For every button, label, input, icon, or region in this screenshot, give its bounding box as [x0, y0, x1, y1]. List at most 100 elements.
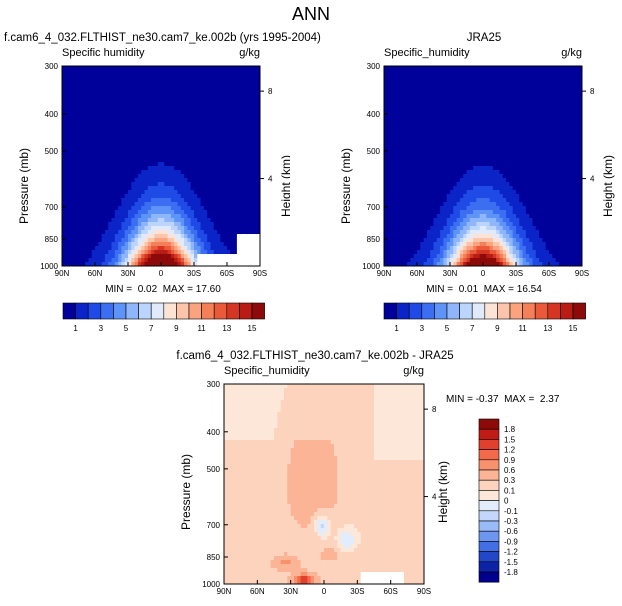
x-tick-label: 30N	[443, 269, 458, 278]
colorbar-swatch	[478, 428, 500, 440]
x-tick-label: 30N	[283, 587, 298, 596]
colorbar-label: 15	[569, 324, 578, 333]
colorbar-swatch	[560, 302, 574, 320]
colorbar-label: 13	[543, 324, 552, 333]
colorbar-label: 15	[248, 324, 257, 333]
y-tick-label: 700	[45, 203, 59, 212]
colorbar-label: 0	[504, 497, 509, 506]
colorbar-swatch	[478, 449, 500, 461]
colorbar-swatch	[421, 302, 435, 320]
colorbar-swatch	[113, 302, 127, 320]
x-tick-label: 90N	[217, 587, 232, 596]
colorbar-label: 5	[124, 324, 129, 333]
colorbar-swatch	[509, 302, 523, 320]
colorbar-label: -0.1	[504, 507, 518, 516]
colorbar-label: 9	[174, 324, 179, 333]
y2-tick-label: 4	[268, 175, 273, 184]
panel2-stats: MIN = 0.01 MAX = 16.54	[426, 284, 542, 295]
colorbar-swatch	[478, 571, 500, 583]
colorbar-label: -1.2	[504, 548, 518, 557]
y-tick-label: 400	[367, 110, 381, 119]
panel2-ylabel: Pressure (mb)	[339, 148, 353, 224]
panel1-y2label: Height (km)	[279, 155, 290, 217]
panel1-ylabel: Pressure (mb)	[17, 148, 31, 224]
colorbar-swatch	[188, 302, 202, 320]
page-title: ANN	[291, 4, 330, 24]
colorbar-swatch	[522, 302, 536, 320]
y-tick-label: 300	[367, 62, 381, 71]
colorbar-label: 0.1	[504, 486, 516, 495]
colorbar-label: 7	[470, 324, 475, 333]
colorbar-label: 1	[73, 324, 78, 333]
colorbar-label: -0.9	[504, 537, 518, 546]
colorbar-swatch	[446, 302, 460, 320]
x-tick-label: 0	[159, 269, 164, 278]
colorbar-label: 11	[197, 324, 206, 333]
y2-tick-label: 8	[268, 87, 273, 96]
y2-tick-label: 4	[432, 493, 437, 502]
colorbar-label: -0.3	[504, 517, 518, 526]
y-tick-label: 700	[207, 521, 221, 530]
x-tick-label: 0	[481, 269, 486, 278]
y-tick-label: 500	[367, 147, 381, 156]
colorbar-swatch	[150, 302, 165, 320]
colorbar-swatch	[75, 302, 89, 320]
colorbar-swatch	[87, 302, 102, 320]
panel2-left-label: Specific_humidity	[384, 47, 470, 59]
colorbar-label: -1.5	[504, 558, 518, 567]
colorbar-top-left: 1 3 5 7 9 11 13 15	[62, 302, 265, 333]
y2-tick-label: 8	[432, 405, 437, 414]
colorbar-swatch	[62, 302, 76, 320]
colorbar-label: 7	[149, 324, 154, 333]
y-tick-label: 300	[45, 62, 59, 71]
x-tick-label: 60S	[542, 269, 556, 278]
x-tick-label: 60N	[250, 587, 265, 596]
y-tick-label: 500	[45, 147, 59, 156]
y-tick-label: 700	[367, 203, 381, 212]
colorbar-swatch	[478, 418, 500, 430]
y-tick-label: 850	[207, 553, 221, 562]
panel2-y2label: Height (km)	[601, 155, 615, 217]
field-cells	[224, 384, 425, 585]
colorbar-swatch	[547, 302, 561, 320]
x-tick-label: 60S	[220, 269, 234, 278]
colorbar-swatch	[478, 500, 500, 512]
x-tick-label: 60S	[384, 587, 398, 596]
y-tick-label: 850	[367, 235, 381, 244]
y-tick-label: 400	[45, 110, 59, 119]
colorbar-swatch	[478, 459, 500, 471]
colorbar-swatch	[478, 439, 500, 450]
colorbar-swatch	[478, 541, 500, 552]
x-tick-label: 90S	[417, 587, 431, 596]
panel2-title: JRA25	[466, 32, 502, 44]
panel1-left-label: Specific humidity	[62, 47, 145, 59]
y2-tick-label: 8	[590, 87, 595, 96]
y-tick-label: 850	[45, 235, 59, 244]
colorbar-swatch	[125, 302, 139, 320]
colorbar-swatch	[201, 302, 215, 320]
y-tick-label: 1000	[362, 262, 380, 271]
colorbar-swatch	[478, 561, 500, 573]
y2-tick-label: 4	[590, 175, 595, 184]
panel3-ylabel: Pressure (mb)	[179, 454, 193, 530]
x-tick-label: 60N	[410, 269, 425, 278]
x-tick-label: 90S	[575, 269, 589, 278]
colorbar-label: 3	[420, 324, 425, 333]
colorbar-top-right: 1 3 5 7 9 11 13 15	[383, 302, 586, 333]
colorbar-swatch	[478, 479, 500, 491]
colorbar-swatch	[176, 302, 190, 320]
colorbar-swatch	[471, 302, 486, 320]
colorbar-label: 1	[394, 324, 399, 333]
y-tick-label: 500	[207, 465, 221, 474]
y-tick-label: 400	[207, 428, 221, 437]
colorbar-swatch	[572, 302, 586, 320]
panel1-stats: MIN = 0.02 MAX = 17.60	[105, 284, 221, 295]
colorbar-swatch	[459, 302, 473, 320]
colorbar-label: 0.9	[504, 456, 516, 465]
colorbar-diff: 1.81.5 1.20.90.60.30.1 0-0.1-0.3-0.6-0.9 -1…	[478, 418, 518, 583]
colorbar-label: 0.3	[504, 476, 516, 485]
colorbar-swatch	[213, 302, 228, 320]
colorbar-swatch	[478, 551, 500, 563]
x-tick-label: 30S	[509, 269, 523, 278]
colorbar-swatch	[478, 469, 500, 481]
